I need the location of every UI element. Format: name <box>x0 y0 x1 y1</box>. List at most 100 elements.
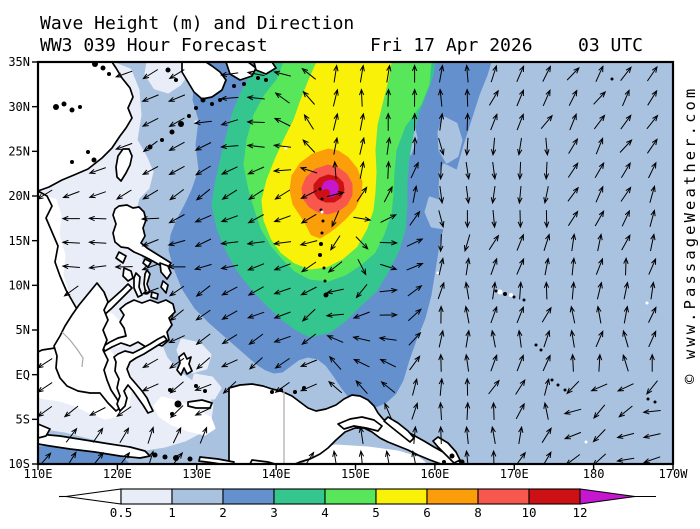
wave-direction-arrow <box>194 142 212 151</box>
wave-direction-arrow <box>332 160 338 179</box>
wave-direction-arrow <box>438 353 444 372</box>
lat-label: 10S <box>8 457 30 471</box>
wave-direction-arrow <box>168 285 185 297</box>
colorbar-tick-label: 0.5 <box>110 505 133 520</box>
wave-direction-arrow <box>543 186 549 205</box>
wave-direction-arrow <box>593 90 607 105</box>
wave-direction-arrow <box>273 70 291 77</box>
colorbar-segment <box>324 488 377 505</box>
wave-direction-arrow <box>385 112 391 131</box>
islet <box>459 459 465 464</box>
wave-direction-arrow <box>596 353 603 372</box>
wave-direction-arrow <box>379 287 399 294</box>
colorbar-segment <box>120 488 173 505</box>
colorbar-tick-label: 12 <box>572 505 587 520</box>
colorbar-tick-label: 5 <box>372 505 380 520</box>
islet <box>210 102 214 106</box>
wave-direction-arrow <box>593 114 606 130</box>
wave-direction-arrow <box>568 137 579 154</box>
lat-label: 35N <box>8 55 30 69</box>
wave-direction-arrow <box>491 210 497 229</box>
islet <box>92 62 98 67</box>
wave-direction-arrow <box>273 215 291 223</box>
wave-direction-arrow <box>517 210 523 229</box>
islet <box>319 242 323 246</box>
islet <box>653 400 657 404</box>
wave-direction-arrow <box>299 383 317 392</box>
wave-direction-arrow <box>618 405 633 418</box>
islet <box>522 298 526 302</box>
islet <box>160 138 164 142</box>
country-border-borneo <box>61 331 84 368</box>
wave-direction-arrow <box>621 209 630 227</box>
islet <box>194 384 198 388</box>
titles: Wave Height (m) and Direction WW3 039 Ho… <box>40 13 643 56</box>
lon-label: 140E <box>262 467 291 481</box>
wave-direction-arrow <box>567 210 579 226</box>
land-layer <box>38 62 657 464</box>
wave-direction-arrow <box>141 287 159 295</box>
wave-direction-arrow <box>379 240 399 246</box>
wave-direction-arrow <box>119 427 130 444</box>
wave-direction-arrow <box>352 335 371 342</box>
wave-direction-arrow <box>491 449 497 464</box>
wave-direction-arrow <box>438 377 444 396</box>
wave-direction-arrow <box>87 239 107 246</box>
islet <box>174 400 182 408</box>
islet <box>321 219 325 223</box>
wave-direction-arrow <box>61 263 80 270</box>
wave-direction-arrow <box>331 210 340 228</box>
wave-direction-arrow <box>490 425 496 444</box>
wave-direction-arrow <box>325 288 344 295</box>
wave-direction-arrow <box>648 257 657 275</box>
islet <box>61 101 67 107</box>
wave-direction-arrow <box>464 377 470 396</box>
wave-direction-arrow <box>379 263 398 271</box>
wave-direction-arrow <box>642 456 661 464</box>
wave-direction-arrow <box>490 186 496 205</box>
wave-direction-arrow <box>488 89 499 106</box>
wave-direction-arrow <box>464 112 471 131</box>
wave-direction-arrow <box>195 309 211 321</box>
wave-direction-arrow <box>221 310 238 320</box>
wave-direction-arrow <box>465 257 471 276</box>
wave-direction-arrow <box>220 359 238 368</box>
wave-direction-arrow <box>490 353 498 372</box>
wave-direction-arrow <box>464 137 470 157</box>
wave-direction-arrow <box>332 449 338 464</box>
wave-direction-arrow <box>196 357 211 370</box>
wave-direction-arrow <box>622 353 629 372</box>
wave-direction-arrow <box>220 119 239 126</box>
wave-direction-arrow <box>359 112 365 131</box>
wave-direction-arrow <box>621 234 631 251</box>
wave-direction-arrow <box>516 451 526 464</box>
wave-direction-arrow <box>569 305 576 324</box>
islet <box>86 150 90 154</box>
wave-direction-arrow <box>194 383 212 391</box>
wave-direction-arrow <box>141 165 159 176</box>
wave-direction-arrow <box>328 355 342 370</box>
wave-direction-arrow <box>302 90 315 105</box>
wave-direction-arrow <box>386 136 392 155</box>
wave-direction-arrow <box>299 240 318 247</box>
wave-direction-arrow <box>116 406 132 417</box>
wave-direction-arrow <box>325 312 344 318</box>
cycle-utc: 03 UTC <box>578 35 643 56</box>
wave-direction-arrow <box>222 381 237 395</box>
wave-direction-arrow <box>595 257 604 275</box>
wave-direction-arrow <box>488 379 500 395</box>
wave-direction-arrow <box>407 308 422 322</box>
islet <box>169 129 175 135</box>
wave-direction-arrow <box>172 451 184 464</box>
lon-label: 180 <box>583 467 605 481</box>
islet <box>242 82 246 86</box>
wave-direction-arrow <box>168 141 185 152</box>
latitude-axis: 35N 30N 25N 20N 15N 10N 5N EQ 5S 10S <box>8 55 38 471</box>
wave-direction-arrow <box>465 186 471 205</box>
wave-direction-arrow <box>172 426 182 444</box>
wave-direction-arrow <box>570 232 577 252</box>
wave-direction-arrow <box>141 117 159 127</box>
wave-direction-arrow <box>412 136 418 155</box>
wave-direction-arrow <box>544 137 550 157</box>
lat-label: 10N <box>8 279 30 293</box>
